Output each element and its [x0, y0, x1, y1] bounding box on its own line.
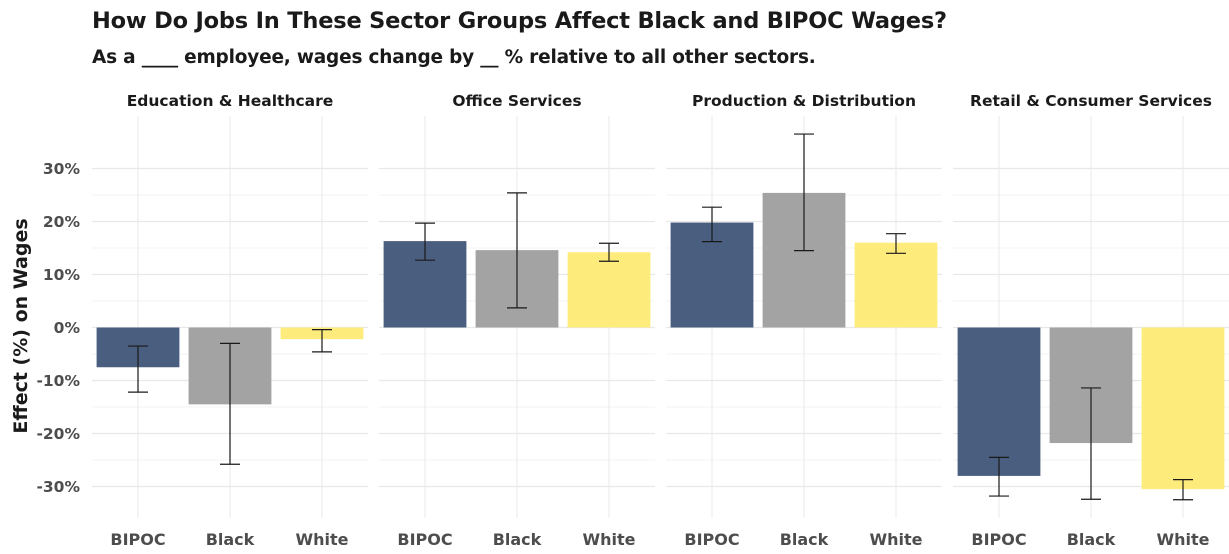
bar	[957, 327, 1041, 476]
y-tick-label: -30%	[36, 478, 80, 496]
x-tick-label: White	[582, 530, 635, 549]
bar	[1141, 327, 1225, 490]
y-tick-label: -10%	[36, 372, 80, 390]
x-tick-label: White	[295, 530, 348, 549]
y-tick-label: 10%	[43, 266, 81, 284]
x-tick-label: Black	[1067, 530, 1116, 549]
y-axis-title: Effect (%) on Wages	[10, 218, 32, 433]
facet-strip-label: Office Services	[452, 92, 581, 110]
bar	[854, 242, 938, 328]
chart-subtitle: As a ____ employee, wages change by __ %…	[92, 47, 816, 68]
x-tick-label: BIPOC	[397, 530, 452, 549]
facet-strip-label: Retail & Consumer Services	[970, 92, 1212, 110]
x-tick-label: BIPOC	[971, 530, 1026, 549]
x-tick-label: BIPOC	[110, 530, 165, 549]
y-tick-label: -20%	[36, 425, 80, 443]
facet-strip-label: Production & Distribution	[692, 92, 916, 110]
x-tick-label: White	[1156, 530, 1209, 549]
y-tick-label: 0%	[54, 319, 81, 337]
chart-title: How Do Jobs In These Sector Groups Affec…	[92, 8, 947, 34]
x-tick-label: Black	[780, 530, 829, 549]
x-tick-label: Black	[206, 530, 255, 549]
x-tick-label: Black	[493, 530, 542, 549]
y-tick-label: 30%	[43, 160, 81, 178]
x-tick-label: BIPOC	[684, 530, 739, 549]
bar	[567, 252, 651, 328]
facet-strip-label: Education & Healthcare	[127, 92, 334, 110]
x-tick-label: White	[869, 530, 922, 549]
y-tick-label: 20%	[43, 213, 81, 231]
